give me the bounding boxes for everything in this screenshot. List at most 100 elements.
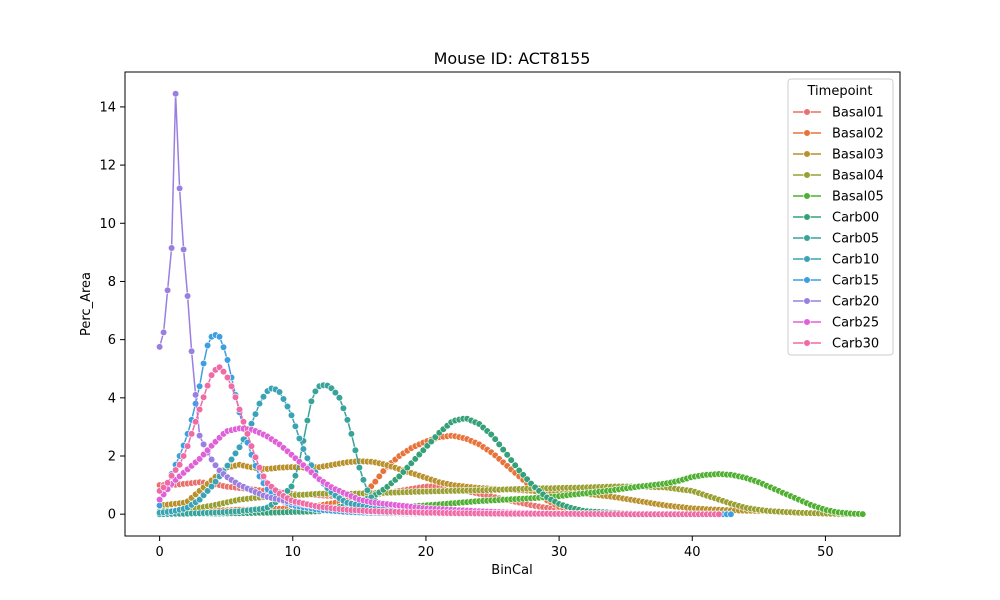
legend-item-carb20: Carb20 (793, 295, 879, 310)
point-carb00-88 (507, 456, 515, 464)
point-carb10-33 (287, 411, 296, 419)
point-basal02-54 (371, 478, 379, 486)
point-carb15-12 (204, 341, 212, 350)
point-carb10-26 (259, 393, 268, 401)
point-carb30-21 (239, 418, 248, 426)
legend-title: Timepoint (807, 84, 873, 99)
legend-marker-carb30 (803, 339, 811, 347)
point-carb20-8 (188, 347, 196, 355)
point-carb25-12 (204, 446, 212, 454)
x-axis-label: BinCal (491, 563, 532, 578)
legend-label-basal05: Basal05 (832, 190, 884, 205)
point-carb30-8 (188, 430, 196, 438)
point-carb30-1 (160, 483, 168, 492)
point-carb15-11 (200, 359, 208, 368)
point-carb30-9 (192, 418, 200, 426)
point-carb10-14 (211, 478, 220, 486)
point-carb20-7 (184, 292, 192, 300)
point-carb20-14 (211, 461, 220, 469)
point-carb20-6 (180, 245, 188, 254)
legend-marker-carb00 (803, 213, 811, 221)
legend-marker-basal02 (803, 129, 811, 137)
legend-marker-carb15 (803, 276, 811, 284)
point-carb20-1 (160, 328, 168, 337)
point-carb00-86 (499, 446, 507, 454)
legend-marker-basal03 (803, 150, 811, 158)
point-carb05-34 (291, 472, 300, 480)
y-tick-label-0: 0 (108, 508, 116, 523)
point-carb15-15 (215, 333, 224, 341)
point-carb30-20 (235, 405, 244, 414)
point-carb20-11 (200, 440, 208, 449)
point-carb00-64 (411, 455, 419, 463)
point-basal02-55 (375, 472, 383, 481)
point-carb30-17 (223, 373, 232, 382)
point-carb00-69 (431, 433, 439, 441)
point-carb00-90 (515, 466, 523, 475)
point-carb00-60 (395, 472, 403, 481)
point-carb30-140 (715, 510, 723, 518)
point-carb30-11 (200, 393, 208, 401)
legend-item-basal05: Basal05 (793, 190, 884, 205)
y-tick-label-12: 12 (99, 159, 116, 174)
point-carb20-5 (176, 184, 184, 192)
point-carb20-10 (196, 432, 204, 440)
x-tick-label-20: 20 (418, 545, 435, 560)
point-carb10-19 (231, 449, 240, 458)
legend-item-basal02: Basal02 (793, 127, 884, 142)
point-carb30-6 (180, 452, 188, 460)
point-carb10-37 (303, 454, 312, 462)
point-carb20-13 (208, 455, 216, 464)
legend-marker-basal05 (803, 192, 811, 200)
point-carb05-46 (339, 404, 348, 412)
point-carb15-16 (219, 343, 228, 351)
legend-label-carb00: Carb00 (832, 211, 879, 226)
plot-series (156, 90, 867, 518)
legend-marker-carb20 (803, 297, 811, 305)
point-carb00-66 (419, 446, 427, 454)
point-carb00-63 (407, 459, 415, 467)
point-carb05-51 (359, 476, 368, 484)
legend-box (787, 78, 894, 356)
point-carb05-44 (331, 389, 340, 397)
legend-item-carb00: Carb00 (793, 211, 879, 226)
y-tick-label-10: 10 (99, 217, 116, 232)
point-carb30-19 (231, 393, 240, 401)
point-carb30-13 (208, 371, 216, 379)
point-carb30-4 (172, 466, 180, 474)
y-axis-ticks: 0 2 4 6 8 10 12 14 (99, 100, 125, 523)
point-carb10-31 (279, 395, 288, 403)
point-carb30-3 (168, 472, 176, 480)
x-tick-label-40: 40 (684, 545, 701, 560)
legend-item-basal03: Basal03 (793, 148, 884, 163)
legend-label-carb30: Carb30 (832, 337, 879, 352)
x-tick-label-0: 0 (155, 545, 163, 560)
point-carb30-2 (164, 479, 172, 487)
point-carb30-12 (204, 382, 212, 390)
legend: Timepoint Basal01Basal02Basal03Basal04Ba… (787, 78, 894, 356)
point-carb10-12 (204, 487, 212, 495)
point-carb10-25 (255, 400, 264, 408)
legend-label-basal04: Basal04 (832, 169, 884, 184)
point-carb10-36 (299, 445, 308, 453)
legend-label-carb10: Carb10 (832, 253, 879, 268)
point-carb20-2 (164, 286, 172, 294)
point-carb00-84 (491, 435, 499, 443)
point-carb30-16 (219, 368, 228, 376)
legend-marker-carb05 (803, 234, 811, 242)
point-carb00-68 (427, 437, 435, 446)
point-carb10-20 (235, 443, 244, 451)
point-carb15-10 (196, 382, 204, 390)
point-carb00-87 (503, 451, 511, 459)
point-carb25-0 (156, 496, 164, 504)
point-carb30-18 (227, 382, 236, 390)
point-carb20-3 (168, 244, 176, 252)
point-carb10-35 (295, 434, 304, 443)
point-carb10-17 (223, 462, 232, 470)
point-carb00-85 (495, 440, 503, 449)
legend-marker-basal01 (803, 108, 811, 116)
point-carb05-49 (351, 446, 360, 454)
point-carb30-25 (255, 464, 264, 472)
y-tick-label-8: 8 (108, 275, 116, 290)
point-carb05-33 (287, 482, 296, 491)
